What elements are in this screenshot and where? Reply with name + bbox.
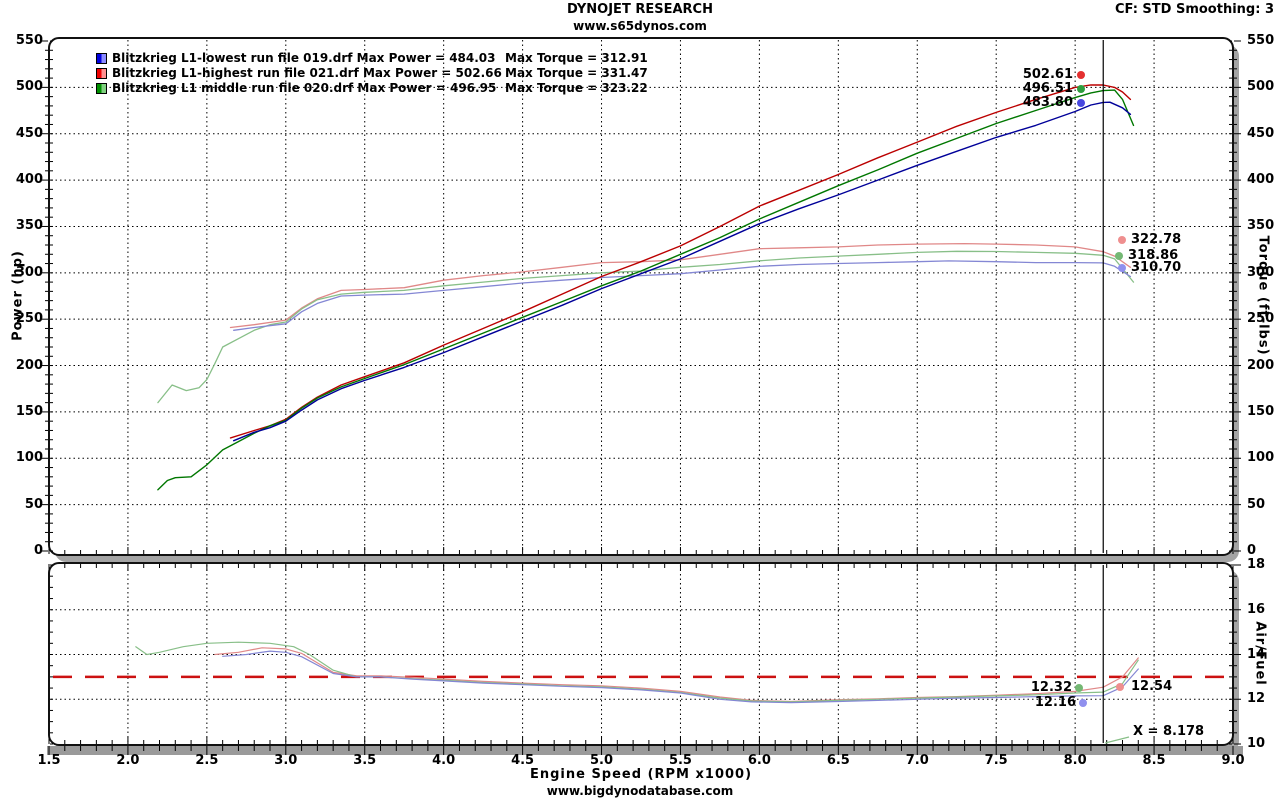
x-tick-label: 4.0 <box>432 753 456 768</box>
torque-tick-label: 150 <box>1247 403 1275 419</box>
cursor-value-483.80: 483.80 <box>1022 95 1073 110</box>
torque-tick-label: 550 <box>1247 33 1275 48</box>
legend-swatch-icon <box>96 53 107 64</box>
x-tick-label: 6.0 <box>747 753 771 768</box>
x-tick-label: 9.0 <box>1221 753 1245 768</box>
power-tick-label: 50 <box>24 496 43 512</box>
power-axis-title: Power (hp) <box>10 250 26 341</box>
power-tick-label: 250 <box>15 311 43 327</box>
afr-tick-label: 18 <box>1247 557 1266 572</box>
torque-tick-label: 250 <box>1247 311 1275 327</box>
legend-swatch-icon <box>96 68 107 79</box>
legend-max-torque-label: Max Torque = 312.91 <box>505 51 648 65</box>
power-tick-label: 300 <box>15 264 43 280</box>
cursor-label-leader <box>1105 736 1130 744</box>
afr-cursor-value-12.16: 12.16 <box>1034 695 1076 710</box>
x-tick-label: 8.5 <box>1142 753 1166 768</box>
power-tick-label: 200 <box>15 357 43 373</box>
cursor-value-496.51-marker-dot <box>1077 85 1085 93</box>
site-url: www.s65dynos.com <box>573 19 707 33</box>
legend-max-torque-label: Max Torque = 331.47 <box>505 66 648 80</box>
x-tick-label: 8.0 <box>1063 753 1087 768</box>
power-tick-label: 350 <box>15 218 43 234</box>
footer-url: www.bigdynodatabase.com <box>546 784 734 798</box>
x-tick-label: 4.5 <box>511 753 535 768</box>
afr-tick-label: 16 <box>1247 601 1266 617</box>
afr-cursor-value-12.32-marker-dot <box>1075 684 1083 692</box>
x-axis-title: Engine Speed (RPM x1000) <box>529 767 753 782</box>
afr-cursor-value-12.32: 12.32 <box>1030 680 1072 695</box>
power-tick-label: 150 <box>15 403 43 419</box>
legend-row-2: Blitzkrieg L1 middle run file 020.drf Ma… <box>96 81 648 96</box>
power-tick-label: 500 <box>15 79 43 95</box>
cursor-x-label: X = 8.178 <box>1133 724 1205 739</box>
x-tick-label: 2.0 <box>116 753 140 768</box>
legend-max-torque-label: Max Torque = 323.22 <box>505 81 648 95</box>
torque-tick-label: 350 <box>1247 218 1275 234</box>
afr-cursor-value-12.54: 12.54 <box>1131 679 1173 694</box>
power-tick-label: 400 <box>15 172 43 188</box>
power-tick-label: 450 <box>15 125 43 141</box>
cursor-value-502.61-marker-dot <box>1077 71 1085 79</box>
legend-row-0: Blitzkrieg L1-lowest run file 019.drf Ma… <box>96 51 648 66</box>
afr-blue-lowest-curve <box>222 650 1139 704</box>
power-blue-lowest-curve <box>232 101 1132 442</box>
torque-red-highest-curve <box>229 242 1132 329</box>
page-title: DYNOJET RESEARCH <box>567 2 713 17</box>
afr-tick-label: 12 <box>1247 691 1266 707</box>
legend-swatch-icon <box>96 83 107 94</box>
legend-run-label: Blitzkrieg L1 middle run file 020.drf Ma… <box>112 81 497 95</box>
x-tick-label: 7.5 <box>984 753 1008 768</box>
afr-red-highest-curve <box>214 647 1139 703</box>
x-tick-label: 7.0 <box>905 753 929 768</box>
cursor-value-502.61: 502.61 <box>1022 67 1073 82</box>
legend: Blitzkrieg L1-lowest run file 019.drf Ma… <box>96 51 648 96</box>
x-axis-tick-strip <box>47 746 1243 755</box>
afr-tick-label: 14 <box>1247 646 1266 662</box>
afr-cursor-value-12.54-marker-dot <box>1116 683 1124 691</box>
torque-green-middle-curve <box>157 250 1135 404</box>
torque-tick-label: 300 <box>1247 264 1275 280</box>
torque-tick-label: 400 <box>1247 172 1275 188</box>
cursor-value-322.78-marker-dot <box>1118 236 1126 244</box>
x-tick-label: 5.5 <box>668 753 692 768</box>
x-tick-label: 6.5 <box>826 753 850 768</box>
torque-axis-title: Torque (ft-lbs) <box>1255 235 1271 356</box>
main-chart-panel <box>48 37 1234 556</box>
power-green-middle-curve <box>157 89 1135 491</box>
torque-tick-label: 100 <box>1247 450 1275 466</box>
torque-tick-label: 500 <box>1247 79 1275 95</box>
torque-tick-label: 0 <box>1247 543 1257 558</box>
afr-tick-label: 10 <box>1247 736 1266 751</box>
torque-blue-lowest-curve <box>233 260 1132 331</box>
legend-run-label: Blitzkrieg L1-lowest run file 019.drf Ma… <box>112 51 496 65</box>
x-tick-label: 1.5 <box>37 753 61 768</box>
cursor-value-318.86-marker-dot <box>1115 252 1123 260</box>
cursor-value-310.70: 310.70 <box>1131 260 1182 275</box>
power-tick-label: 550 <box>15 33 43 48</box>
x-tick-label: 2.5 <box>195 753 219 768</box>
cursor-value-496.51: 496.51 <box>1022 81 1073 96</box>
cursor-value-322.78: 322.78 <box>1131 232 1182 247</box>
power-red-highest-curve <box>229 84 1132 439</box>
torque-tick-label: 200 <box>1247 357 1275 373</box>
x-tick-label: 3.0 <box>274 753 298 768</box>
afr-cursor-value-12.16-marker-dot <box>1079 699 1087 707</box>
torque-tick-label: 50 <box>1247 496 1266 512</box>
cursor-value-310.70-marker-dot <box>1118 264 1126 272</box>
legend-row-1: Blitzkrieg L1-highest run file 021.drf M… <box>96 66 648 81</box>
cursor-value-318.86: 318.86 <box>1128 248 1179 263</box>
power-tick-label: 100 <box>15 450 43 466</box>
legend-run-label: Blitzkrieg L1-highest run file 021.drf M… <box>112 66 502 80</box>
x-tick-label: 3.5 <box>353 753 377 768</box>
correction-smoothing-label: CF: STD Smoothing: 3 <box>1114 2 1274 17</box>
x-tick-label: 5.0 <box>590 753 614 768</box>
power-tick-label: 0 <box>33 543 43 558</box>
torque-tick-label: 450 <box>1247 125 1275 141</box>
cursor-value-483.80-marker-dot <box>1077 99 1085 107</box>
